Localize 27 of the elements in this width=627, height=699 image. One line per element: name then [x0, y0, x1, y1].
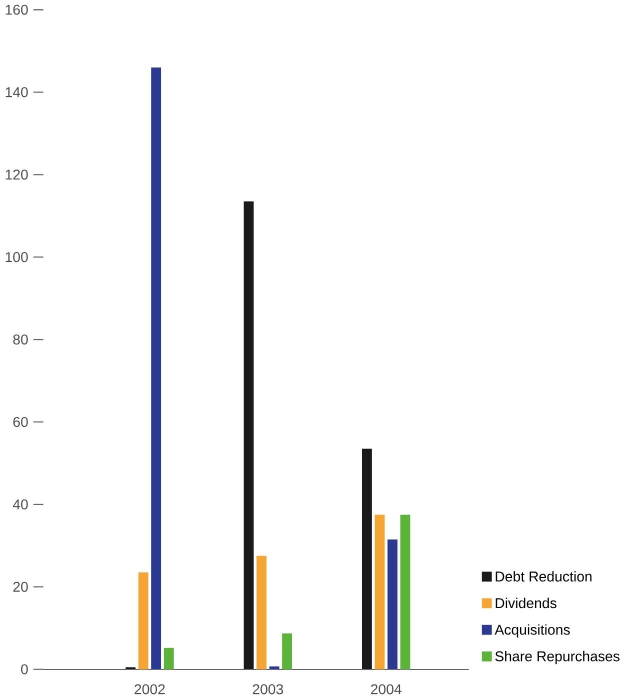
- y-tick-label: 80: [13, 334, 28, 345]
- y-tick-label: 140: [6, 87, 28, 98]
- x-tick-label: 2004: [370, 684, 402, 694]
- x-tick-label: 2002: [134, 684, 165, 694]
- legend-label: Acquisitions: [494, 624, 570, 638]
- bar: [138, 572, 148, 670]
- bar: [282, 633, 292, 670]
- y-tick-label: 40: [12, 499, 28, 510]
- y-tick-label: 20: [13, 582, 28, 592]
- y-tick-label: 60: [13, 416, 28, 427]
- bar: [164, 648, 174, 670]
- bar: [244, 201, 254, 670]
- y-tick-label: 120: [6, 170, 28, 180]
- y-tick-label: 0: [21, 664, 28, 674]
- y-tick-label: 160: [6, 4, 28, 15]
- bar: [374, 514, 385, 670]
- bar: [400, 514, 410, 670]
- legend-label: Dividends: [496, 598, 556, 608]
- bar: [387, 539, 398, 670]
- y-tick-label: 100: [6, 252, 28, 262]
- x-tick-label: 2003: [252, 684, 284, 694]
- bar: [256, 556, 266, 670]
- legend-label: Debt Reduction: [496, 571, 592, 582]
- bar: [269, 666, 280, 670]
- bar: [362, 448, 372, 670]
- legend-label: Share Repurchases: [495, 650, 620, 664]
- bar: [151, 67, 162, 670]
